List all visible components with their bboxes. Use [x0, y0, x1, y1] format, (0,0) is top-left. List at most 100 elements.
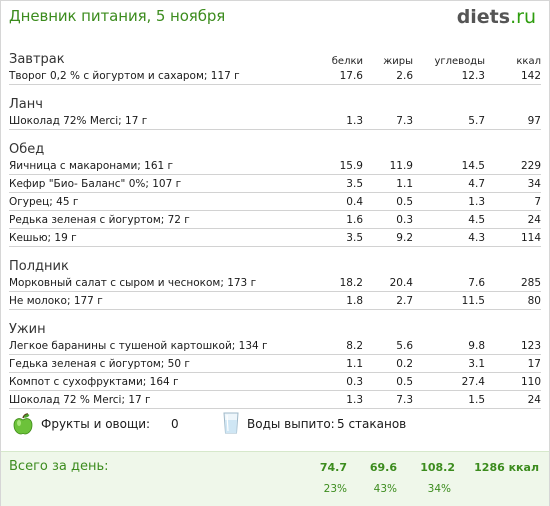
column-header-fat	[363, 315, 413, 337]
food-row[interactable]: Кефир "Био- Баланс" 0%; 107 г 3.5 1.1 4.7 34	[9, 174, 541, 193]
food-name: Компот с сухофруктами; 164 г	[9, 372, 285, 391]
food-fat: 0.2	[363, 354, 413, 373]
meal-header: Завтрак белки жиры углеводы ккал	[9, 45, 541, 67]
meal-name: Завтрак	[9, 52, 65, 67]
food-row[interactable]: Шоколад 72 % Merci; 17 г 1.3 7.3 1.5 24	[9, 390, 541, 409]
food-name: Яичница с макаронами; 161 г	[9, 157, 285, 175]
food-carbs: 27.4	[413, 372, 485, 391]
food-row[interactable]: Огурец; 45 г 0.4 0.5 1.3 7	[9, 192, 541, 211]
food-name: Шоколад 72 % Merci; 17 г	[9, 390, 285, 409]
food-protein: 3.5	[285, 228, 363, 247]
food-kcal: 24	[485, 390, 541, 409]
column-header-protein	[285, 135, 363, 157]
food-carbs: 4.7	[413, 174, 485, 193]
column-header-carbs	[413, 252, 485, 274]
meal-header: Ланч	[9, 90, 541, 112]
column-header-carbs	[413, 135, 485, 157]
food-fat: 0.5	[363, 372, 413, 391]
food-protein: 0.4	[285, 192, 363, 211]
food-carbs: 9.8	[413, 337, 485, 355]
total-protein-pct: 23%	[323, 483, 347, 495]
food-protein: 18.2	[285, 274, 363, 292]
total-fat: 69.6	[369, 461, 397, 474]
food-fat: 1.1	[363, 174, 413, 193]
food-row[interactable]: Компот с сухофруктами; 164 г 0.3 0.5 27.4 11…	[9, 372, 541, 391]
food-carbs: 7.6	[413, 274, 485, 292]
food-name: Творог 0,2 % с йогуртом и сахаром; 117 г	[9, 67, 285, 85]
food-name: Морковный салат с сыром и чесноком; 173 …	[9, 274, 285, 292]
green-apple-icon	[13, 413, 33, 435]
column-header-protein	[285, 90, 363, 112]
food-name: Кешью; 19 г	[9, 228, 285, 247]
food-kcal: 80	[485, 291, 541, 310]
total-kcal: 1286 ккал	[474, 461, 539, 474]
food-fat: 11.9	[363, 157, 413, 175]
food-carbs: 3.1	[413, 354, 485, 373]
food-kcal: 285	[485, 274, 541, 292]
food-name: Редька зеленая с йогуртом; 72 г	[9, 210, 285, 229]
fruits-label: Фрукты и овощи:	[41, 417, 151, 431]
diary-table: Завтрак белки жиры углеводы ккал Творог 0,2 %…	[9, 45, 541, 409]
food-protein: 1.3	[285, 390, 363, 409]
page-title: Дневник питания, 5 ноября	[9, 7, 226, 25]
meal-header: Ужин	[9, 315, 541, 337]
food-carbs: 14.5	[413, 157, 485, 175]
food-row[interactable]: Редька зеленая с йогуртом; 72 г 1.6 0.3 4.5…	[9, 210, 541, 229]
food-name: Легкое баранины с тушеной картошкой; 134…	[9, 337, 285, 355]
food-row[interactable]: Яичница с макаронами; 161 г 15.9 11.9 14.5 2…	[9, 157, 541, 175]
food-row[interactable]: Легкое баранины с тушеной картошкой; 134…	[9, 337, 541, 355]
food-kcal: 7	[485, 192, 541, 211]
column-header-carbs	[413, 90, 485, 112]
food-name: Гедька зеленая с йогуртом; 50 г	[9, 354, 285, 373]
meal-name: Ужин	[9, 322, 46, 337]
meal-header: Обед	[9, 135, 541, 157]
food-row[interactable]: Морковный салат с сыром и чесноком; 173 …	[9, 274, 541, 292]
food-carbs: 1.3	[413, 192, 485, 211]
site-logo[interactable]: diets.ru	[457, 6, 536, 28]
food-protein: 8.2	[285, 337, 363, 355]
meal-name: Полдник	[9, 259, 69, 274]
fruits-value: 0	[171, 417, 179, 431]
food-kcal: 142	[485, 67, 541, 85]
food-fat: 7.3	[363, 390, 413, 409]
food-carbs: 12.3	[413, 67, 485, 85]
food-fat: 2.7	[363, 291, 413, 310]
food-row[interactable]: Шоколад 72% Merci; 17 г 1.3 7.3 5.7 97	[9, 112, 541, 130]
column-header-fat	[363, 135, 413, 157]
food-kcal: 24	[485, 210, 541, 229]
column-header-fat	[363, 252, 413, 274]
food-row[interactable]: Не молоко; 177 г 1.8 2.7 11.5 80	[9, 291, 541, 310]
food-protein: 1.8	[285, 291, 363, 310]
food-protein: 1.1	[285, 354, 363, 373]
food-kcal: 229	[485, 157, 541, 175]
food-name: Огурец; 45 г	[9, 192, 285, 211]
food-fat: 0.3	[363, 210, 413, 229]
food-carbs: 11.5	[413, 291, 485, 310]
diary-table-body: Завтрак белки жиры углеводы ккал Творог 0,2 %…	[9, 45, 541, 409]
total-protein: 74.7	[319, 461, 347, 474]
food-fat: 2.6	[363, 67, 413, 85]
logo-main: diets	[456, 6, 511, 28]
food-protein: 3.5	[285, 174, 363, 193]
extras-row: Фрукты и овощи: 0 Воды выпито: 5 стакано…	[13, 412, 513, 437]
column-header-protein: белки	[331, 56, 363, 67]
water-value: 5 стаканов	[337, 417, 407, 431]
food-row[interactable]: Творог 0,2 % с йогуртом и сахаром; 117 г…	[9, 67, 541, 85]
food-carbs: 1.5	[413, 390, 485, 409]
column-header-fat: жиры	[383, 56, 413, 67]
food-fat: 0.5	[363, 192, 413, 211]
food-fat: 7.3	[363, 112, 413, 130]
column-header-kcal	[485, 252, 541, 274]
food-row[interactable]: Кешью; 19 г 3.5 9.2 4.3 114	[9, 228, 541, 247]
column-header-carbs: углеводы	[434, 56, 485, 67]
food-fat: 20.4	[363, 274, 413, 292]
meal-name: Обед	[9, 142, 45, 157]
day-total: Всего за день: 74.7 69.6 108.2 1286 ккал…	[1, 451, 549, 506]
column-header-protein	[285, 315, 363, 337]
food-name: Шоколад 72% Merci; 17 г	[9, 112, 285, 130]
food-row[interactable]: Гедька зеленая с йогуртом; 50 г 1.1 0.2 3.1…	[9, 354, 541, 373]
food-carbs: 4.3	[413, 228, 485, 247]
food-kcal: 114	[485, 228, 541, 247]
food-kcal: 17	[485, 354, 541, 373]
food-fat: 5.6	[363, 337, 413, 355]
